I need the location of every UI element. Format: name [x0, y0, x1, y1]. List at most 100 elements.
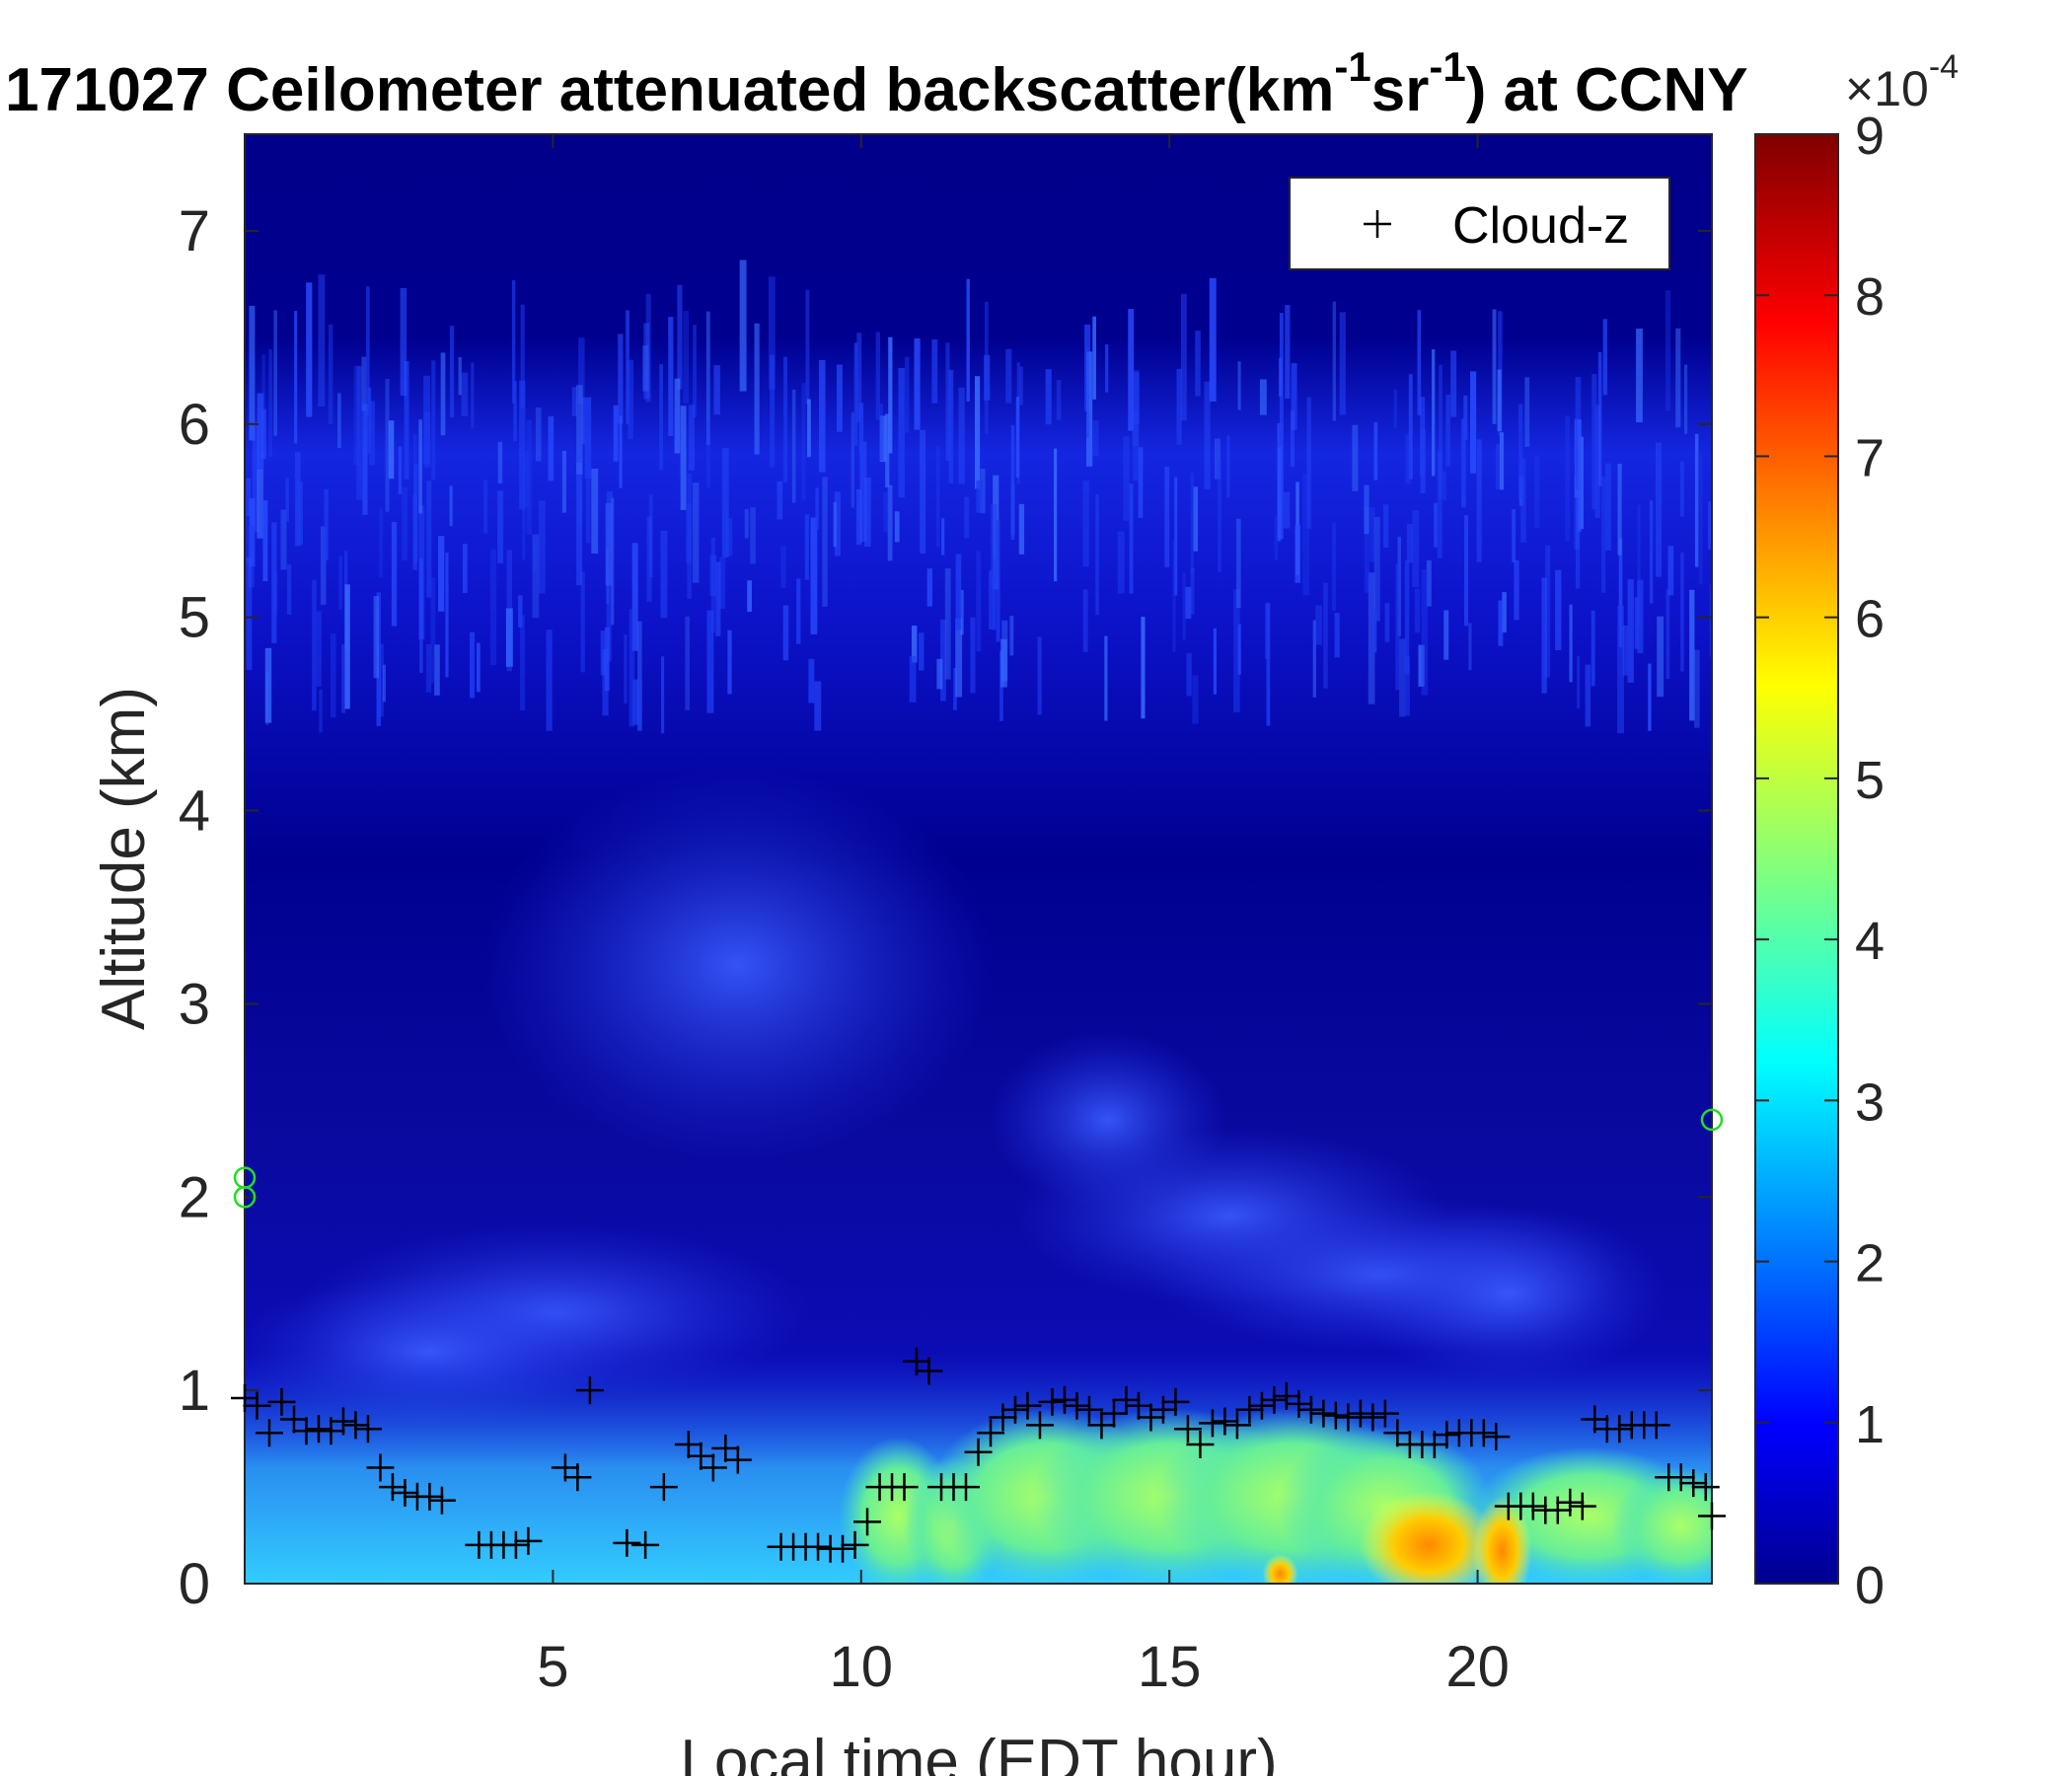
- cirrus-streak: [911, 626, 918, 663]
- cirrus-streak: [1622, 625, 1628, 676]
- cirrus-streak: [578, 337, 585, 406]
- cirrus-streak: [1086, 351, 1093, 467]
- cirrus-streak: [888, 336, 893, 454]
- cirrus-streak: [1174, 477, 1178, 596]
- cirrus-streak: [677, 284, 683, 390]
- cirrus-streak: [1117, 531, 1125, 594]
- cloud-z-marker: [1272, 1382, 1300, 1411]
- cirrus-streak: [990, 504, 998, 587]
- cirrus-streak: [1524, 377, 1530, 447]
- cirrus-streak: [1018, 503, 1025, 555]
- cloud-z-marker: [231, 1383, 259, 1412]
- cirrus-streak: [532, 534, 540, 619]
- cirrus-streak: [519, 380, 526, 510]
- cloud-z-marker: [1211, 1407, 1239, 1436]
- cirrus-streak: [783, 356, 788, 482]
- cirrus-streak: [1665, 290, 1671, 411]
- cirrus-streak: [645, 294, 651, 403]
- y-tick-label: 6: [179, 393, 210, 457]
- cirrus-streak: [1649, 500, 1654, 604]
- cloud-z-marker: [1346, 1399, 1374, 1428]
- cirrus-streak: [996, 519, 1000, 642]
- cloud-z-marker: [1000, 1395, 1029, 1424]
- cirrus-streak: [379, 508, 384, 578]
- cloud-z-marker: [1074, 1395, 1103, 1424]
- cirrus-streak: [1569, 604, 1573, 683]
- cloud-z-marker: [649, 1473, 678, 1502]
- cirrus-streak: [362, 404, 368, 515]
- cirrus-streak: [864, 478, 871, 548]
- cirrus-streak: [1574, 476, 1580, 550]
- cirrus-streak: [312, 579, 317, 711]
- cirrus-streak: [1533, 455, 1540, 529]
- cloud-z-marker: [1568, 1492, 1596, 1520]
- cirrus-streak: [1512, 509, 1517, 563]
- cloud-z-marker: [699, 1453, 727, 1482]
- cirrus-streak: [1648, 663, 1652, 731]
- cirrus-streak: [706, 610, 714, 713]
- cirrus-streak: [337, 393, 341, 449]
- cirrus-streak: [576, 385, 583, 475]
- cirrus-streak: [646, 516, 652, 603]
- cirrus-streak: [1237, 361, 1241, 410]
- cirrus-streak: [404, 360, 409, 480]
- cloud-z-marker: [1260, 1385, 1289, 1414]
- cirrus-streak: [1665, 589, 1670, 680]
- cirrus-streak: [581, 397, 585, 445]
- cloud-z-marker: [1691, 1473, 1720, 1502]
- cirrus-streak: [1128, 309, 1135, 431]
- colorbar-tick-label: 0: [1855, 1556, 1885, 1615]
- cloud-z-marker: [391, 1478, 419, 1507]
- cirrus-streak: [449, 485, 453, 527]
- cirrus-streak: [1331, 522, 1337, 611]
- cirrus-streak: [1585, 664, 1591, 727]
- cirrus-streak: [1421, 569, 1429, 696]
- cloud-z-marker: [1161, 1387, 1190, 1416]
- cirrus-streak: [931, 338, 938, 404]
- cloud-z-marker: [1198, 1409, 1226, 1438]
- cirrus-streak: [1266, 602, 1271, 726]
- cloud-z-marker: [1038, 1387, 1067, 1416]
- cirrus-streak: [1104, 635, 1108, 721]
- colorbar-ticks: 0 1 2 3 4 5 6 7 8 9: [1755, 107, 1885, 1615]
- cirrus-streak: [1393, 389, 1398, 428]
- cirrus-streak: [1182, 572, 1186, 640]
- cirrus-streak: [1594, 405, 1600, 518]
- y-tick-label: 5: [179, 586, 210, 650]
- cirrus-streak: [955, 618, 963, 698]
- cirrus-streak: [709, 555, 717, 596]
- cloud-z-marker: [804, 1532, 833, 1561]
- cloud-z-marker: [1642, 1411, 1670, 1440]
- cirrus-streak: [1368, 572, 1375, 704]
- cirrus-streak: [398, 446, 403, 494]
- cirrus-streak: [611, 497, 615, 626]
- cloud-z-marker: [1698, 1502, 1726, 1530]
- cirrus-streak: [875, 332, 881, 420]
- cloud-z-marker: [1013, 1391, 1042, 1420]
- cirrus-streak: [1129, 483, 1134, 594]
- x-tick-label: 20: [1445, 1635, 1510, 1699]
- cirrus-streak: [1176, 368, 1182, 445]
- cloud-z-marker: [575, 1376, 604, 1405]
- cirrus-streak: [948, 370, 954, 483]
- cirrus-streak: [1604, 463, 1611, 552]
- cirrus-streak: [600, 630, 606, 676]
- cirrus-streak: [1405, 433, 1411, 483]
- cirrus-streak: [497, 441, 503, 483]
- cloud-z-marker: [853, 1508, 882, 1536]
- cirrus-streak: [909, 655, 917, 703]
- cirrus-streak: [851, 411, 854, 508]
- cirrus-streak: [1577, 655, 1581, 709]
- cirrus-streak: [822, 477, 828, 607]
- cirrus-streak: [815, 487, 819, 530]
- cirrus-streak: [1133, 370, 1140, 481]
- cirrus-streak: [1417, 310, 1422, 415]
- cirrus-streak: [296, 481, 304, 546]
- cirrus-streak: [744, 508, 749, 539]
- cirrus-streak: [879, 404, 884, 461]
- cirrus-streak: [338, 555, 342, 610]
- cirrus-streak: [1443, 610, 1449, 660]
- x-axis-label: Local time (EDT hour): [680, 1728, 1277, 1776]
- cirrus-streak: [674, 378, 681, 454]
- chart-title: 171027 Ceilometer attenuated backscatter…: [5, 43, 1748, 124]
